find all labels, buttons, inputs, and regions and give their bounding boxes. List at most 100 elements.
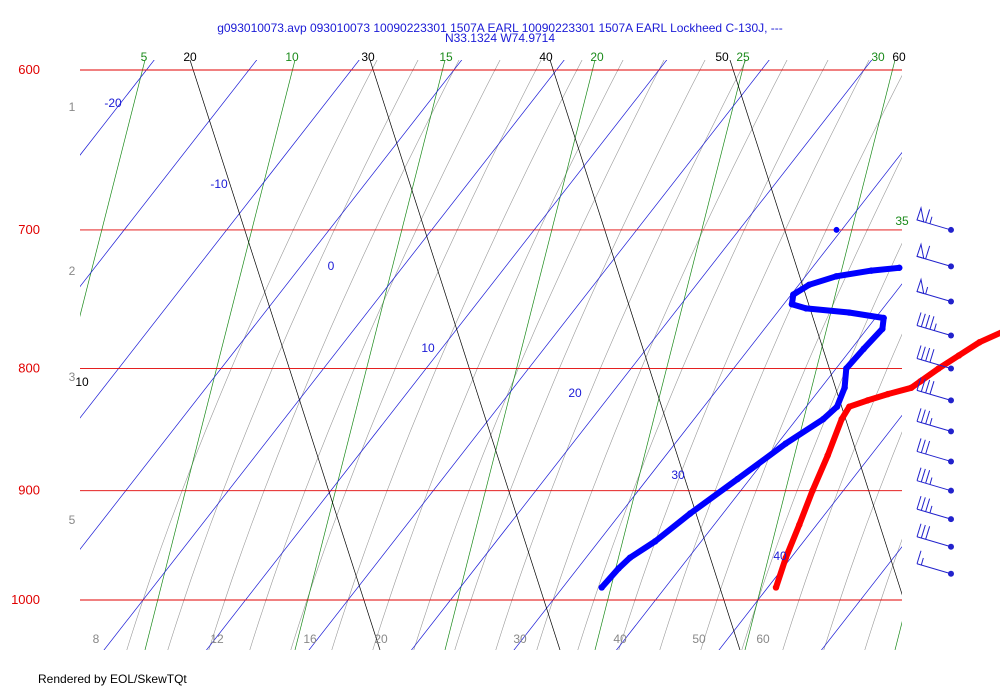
wind-barb-feather [929,381,935,395]
dewpoint-trace-point [651,538,659,545]
moist-adiabat [249,60,501,650]
background-grid [80,53,1000,651]
wind-barb-pennant [916,277,925,295]
dewpoint-trace-point [833,273,840,280]
sounding-profiles [598,226,1000,591]
dewpoint-trace-point [782,440,789,447]
moist-adiabat [413,60,665,650]
isotherm-label: 10 [421,341,435,355]
moist-adiabat [659,74,902,650]
wind-barb-staff [916,536,952,548]
wind-barb-feather [916,408,922,422]
mixing-ratio-line [144,60,296,650]
wind-barb [916,277,954,305]
mixing-ratio-label: 30 [871,50,885,64]
pressure-label: 900 [18,483,40,498]
moist-adiabat [126,60,378,650]
dewpoint-trace-point [860,345,867,353]
moist-adiabat [331,60,583,650]
dewpoint-trace-point [841,384,848,391]
bottom-scale-label: 60 [756,632,770,646]
moist-adiabat [906,53,1000,651]
pressure-label: 600 [18,62,40,77]
isotherm-line [80,60,360,419]
pressure-label: 800 [18,360,40,375]
wind-barb [916,467,954,494]
isotherm-label: 30 [671,468,685,482]
wind-barb-feather [925,498,931,512]
wind-barb [916,408,954,435]
wind-barb-feather [920,346,926,360]
wind-barb-feather [920,313,926,327]
wind-barb-feather [920,409,926,423]
chart-title-line2: N33.1324 W74.9714 [445,31,555,45]
temperature-trace-point [864,397,871,404]
dry-adiabat-label: 60 [892,50,906,64]
temperature-trace-point [772,584,780,591]
dewpoint-trace-point [686,510,694,517]
temperature-trace-point [917,378,924,385]
dry-adiabat-label: 40 [539,50,553,64]
moist-adiabat [741,242,902,650]
dewpoint-trace-point [734,475,741,483]
wind-barb-feather [925,526,931,540]
pressure-label: 700 [18,222,40,237]
wind-barb [916,550,954,577]
temperature-trace-point [838,415,845,423]
wind-barb-feather [925,314,931,329]
dewpoint-trace-point [833,403,841,410]
moist-adiabat [988,53,1000,651]
wind-barb-feather [925,347,931,362]
isotherm-line [308,60,770,650]
wind-barb-pennant [916,242,925,260]
chart-title-line1: g093010073.avp 093010073 10090223301 150… [217,21,783,35]
dewpoint-trace-point [843,365,850,372]
dry-adiabat-line [189,60,381,650]
bottom-scale-label: 40 [613,632,627,646]
bottom-scale-label: 50 [692,632,706,646]
wind-barb-feather [925,379,931,394]
mixing-ratio-line [744,60,896,650]
isotherm-line [718,414,902,650]
dewpoint-trace-point [820,415,827,423]
temperature-trace-point [796,521,803,528]
wind-barb-feather [916,495,922,510]
bottom-scale-label: 8 [93,632,100,646]
moist-adiabat [372,60,624,650]
dewpoint-trace-point [805,281,813,288]
temperature-trace-point [884,390,892,398]
isotherm-line [616,283,902,650]
mixing-ratio-label: 25 [736,50,750,64]
bottom-scale-label: 16 [303,632,317,646]
wind-barb-staff [916,563,952,575]
wind-barb-feather [920,468,926,483]
wind-barb-staff [916,325,952,337]
left-scale-label: 1 [69,100,76,114]
wind-barb [916,377,954,404]
temperature-trace-point [782,554,790,561]
dewpoint-trace-point [896,264,903,271]
wind-barb-half-feather [925,286,929,295]
mixing-ratio-label: 10 [285,50,299,64]
wind-barb-feather [916,438,922,452]
moist-adiabat [536,60,788,650]
dry-adiabat-label: 10 [75,375,89,389]
wind-barb-feather [920,497,926,511]
dewpoint-trace-point [790,291,797,298]
wind-barb-staff [916,450,952,462]
moist-adiabat [454,60,706,650]
wind-barb-feather [920,439,926,453]
isotherm-label: -20 [104,96,122,110]
moist-adiabat [208,60,460,650]
isotherm-line [80,60,258,288]
wind-barb-staff [916,358,952,369]
dewpoint-trace-point [626,554,634,561]
dewpoint-trace-point [615,565,622,572]
temperature-trace-point [976,339,983,346]
isotherm-line [821,546,902,650]
dewpoint-trace-point [868,267,875,274]
wind-barb-half-feather [929,505,933,514]
wind-barb-staff [916,508,952,520]
dewpoint-trace-point [880,314,887,322]
